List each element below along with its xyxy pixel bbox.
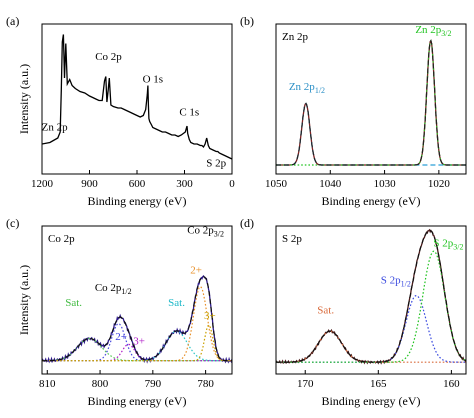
series-line-3 (42, 323, 232, 362)
panel-label: (a) (6, 14, 19, 28)
series-line-8 (42, 276, 232, 362)
plot-frame (275, 225, 467, 375)
x-tick-label: 1020 (428, 178, 451, 190)
x-tick-label: 1050 (265, 178, 288, 190)
peak-annotation: Zn 2p3/2 (415, 24, 451, 38)
peak-annotation: Co 2p3/2 (187, 224, 224, 238)
peak-annotation: Sat. (168, 297, 185, 309)
peak-annotation: 3+ (133, 335, 145, 347)
peak-annotation: O 1s (143, 74, 163, 86)
x-tick-label: 800 (92, 378, 109, 390)
y-axis-label: Intensity (a.u.) (17, 64, 31, 134)
plot-frame (41, 225, 233, 375)
region-label: S 2p (282, 233, 302, 245)
series-line-1 (42, 34, 232, 160)
peak-annotation: Sat. (65, 297, 82, 309)
x-tick-label: 1200 (31, 178, 54, 190)
peak-annotation: Zn 2p (42, 122, 68, 134)
plot-frame (41, 23, 233, 175)
panel-1: 1200 900 600 300 0 Binding energy (eV) Intensi… (6, 14, 235, 208)
peak-annotation: Sat. (317, 304, 334, 316)
peak-annotation: S 2p3/2 (433, 238, 463, 252)
series-line-3 (276, 294, 466, 363)
x-axis-label: Binding energy (eV) (87, 394, 186, 408)
series-group (42, 275, 232, 364)
peak-annotation: S 2p1/2 (381, 275, 411, 289)
x-tick-label: 170 (297, 378, 314, 390)
series-line-7 (42, 324, 232, 362)
peak-annotation: C 1s (179, 107, 199, 119)
x-axis-label: Binding energy (eV) (321, 394, 420, 408)
series-group (276, 39, 466, 166)
panel-3: 810 800 790 780 Binding energy (eV) Intensity… (6, 216, 233, 408)
peak-annotation: 3+ (204, 310, 216, 322)
series-line-3 (276, 39, 466, 166)
x-tick-label: 790 (145, 378, 162, 390)
peak-annotation: Zn 2p1/2 (289, 81, 325, 95)
series-line-1 (276, 39, 466, 166)
plot-frame (275, 23, 467, 175)
x-tick-label: 900 (81, 178, 98, 190)
peak-annotation: 2+ (115, 331, 127, 343)
series-group (42, 34, 232, 160)
x-tick-label: 1030 (374, 178, 397, 190)
series-group (276, 228, 466, 365)
x-tick-label: 160 (443, 378, 460, 390)
x-tick-label: 165 (370, 378, 387, 390)
x-tick-label: 810 (39, 378, 56, 390)
panel-label: (d) (240, 216, 254, 230)
x-axis-label: Binding energy (eV) (87, 194, 186, 208)
panel-label: (b) (240, 14, 254, 28)
series-line-2 (276, 330, 466, 363)
region-label: Zn 2p (282, 31, 308, 43)
x-tick-label: 300 (176, 178, 193, 190)
series-line-1 (276, 228, 466, 365)
peak-annotation: S 2p (206, 158, 226, 170)
peak-annotation: 2+ (190, 264, 202, 276)
x-tick-label: 780 (197, 378, 214, 390)
series-line-5 (276, 230, 466, 363)
y-axis-label: Intensity (a.u.) (17, 265, 31, 335)
panel-label: (c) (6, 216, 19, 230)
x-tick-label: 600 (129, 178, 146, 190)
peak-annotation: Co 2p1/2 (95, 282, 132, 296)
panel-4: 170 165 160 Binding energy (eV) (d) S 2p Sat. S… (240, 216, 467, 408)
peak-annotation: Co 2p (95, 51, 122, 63)
series-line-4 (276, 250, 466, 363)
x-tick-label: 0 (229, 178, 235, 190)
panel-2: 1050 1040 1030 1020 Binding energy (eV) (b) Zn… (240, 14, 467, 208)
series-line-2 (42, 337, 232, 362)
series-line-4 (276, 39, 466, 166)
region-label: Co 2p (48, 233, 75, 245)
x-axis-label: Binding energy (eV) (321, 194, 420, 208)
x-tick-label: 1040 (319, 178, 342, 190)
